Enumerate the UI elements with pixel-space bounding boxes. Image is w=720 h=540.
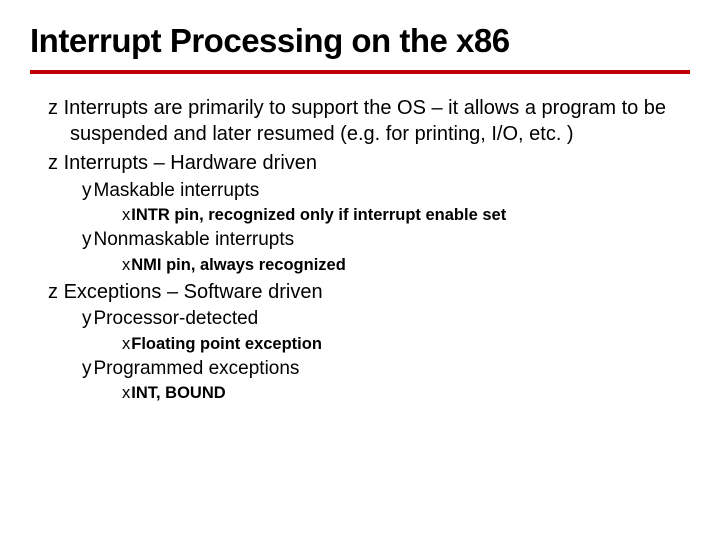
bullet-text: Floating point exception: [131, 335, 322, 353]
bullet-text: Nonmaskable interrupts: [94, 229, 295, 250]
bullet-item: Nonmaskable interrupts NMI pin, always r…: [76, 228, 690, 275]
bullet-item: Maskable interrupts INTR pin, recognized…: [76, 179, 690, 226]
bullet-item: Exceptions – Software driven Processor-d…: [30, 280, 690, 404]
bullet-item: Interrupts are primarily to support the …: [30, 96, 690, 147]
bullet-list-l3: NMI pin, always recognized: [98, 255, 690, 276]
bullet-list-l3: INTR pin, recognized only if interrupt e…: [98, 205, 690, 226]
bullet-item: Processor-detected Floating point except…: [76, 307, 690, 354]
bullet-item: Programmed exceptions INT, BOUND: [76, 357, 690, 404]
bullet-text: NMI pin, always recognized: [131, 256, 346, 274]
slide-content: Interrupts are primarily to support the …: [30, 96, 690, 404]
bullet-text: Programmed exceptions: [94, 358, 300, 379]
bullet-list-l1: Interrupts are primarily to support the …: [30, 96, 690, 404]
bullet-item: Floating point exception: [118, 334, 690, 355]
bullet-text: Maskable interrupts: [94, 180, 260, 201]
bullet-item: NMI pin, always recognized: [118, 255, 690, 276]
bullet-item: Interrupts – Hardware driven Maskable in…: [30, 151, 690, 275]
bullet-list-l2: Maskable interrupts INTR pin, recognized…: [70, 179, 690, 276]
bullet-list-l3: Floating point exception: [98, 334, 690, 355]
slide: Interrupt Processing on the x86 Interrup…: [0, 0, 720, 540]
bullet-list-l2: Processor-detected Floating point except…: [70, 307, 690, 404]
title-underline: [30, 70, 690, 74]
bullet-text: Processor-detected: [94, 308, 259, 329]
bullet-text: Interrupts are primarily to support the …: [64, 97, 667, 145]
bullet-text: Interrupts – Hardware driven: [64, 152, 317, 174]
bullet-item: INT, BOUND: [118, 383, 690, 404]
bullet-list-l3: INT, BOUND: [98, 383, 690, 404]
bullet-text: INT, BOUND: [131, 384, 225, 402]
bullet-item: INTR pin, recognized only if interrupt e…: [118, 205, 690, 226]
bullet-text: INTR pin, recognized only if interrupt e…: [131, 206, 506, 224]
bullet-text: Exceptions – Software driven: [64, 281, 323, 303]
slide-title: Interrupt Processing on the x86: [30, 22, 690, 60]
